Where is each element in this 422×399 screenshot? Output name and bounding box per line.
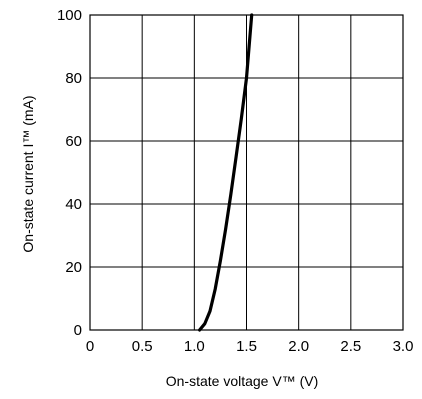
y-tick-label-3: 60 [65,133,82,150]
plot-frame [89,14,404,331]
series-layer [198,13,254,332]
x-tick-label-4: 2.0 [288,338,309,355]
y-tick-label-4: 80 [65,70,82,87]
x-tick-label-6: 3.0 [393,338,414,355]
y-tick-labels: 0 20 40 60 80 100 [57,7,82,339]
x-tick-label-5: 2.5 [340,338,361,355]
y-tick-label-2: 40 [65,196,82,213]
y-tick-label-0: 0 [74,322,82,339]
x-tick-label-2: 1.0 [184,338,205,355]
y-axis-label: On-state current I™ (mA) [20,95,36,252]
x-tick-label-3: 1.5 [236,338,257,355]
y-tick-label-1: 20 [65,259,82,276]
y-tick-label-5: 100 [57,7,82,24]
x-tick-labels: 0 0.5 1.0 1.5 2.0 2.5 3.0 [86,338,414,355]
series-line-0 [198,13,254,332]
x-tick-label-1: 0.5 [132,338,153,355]
x-tick-label-0: 0 [86,338,94,355]
x-axis-label: On-state voltage V™ (V) [166,373,319,389]
